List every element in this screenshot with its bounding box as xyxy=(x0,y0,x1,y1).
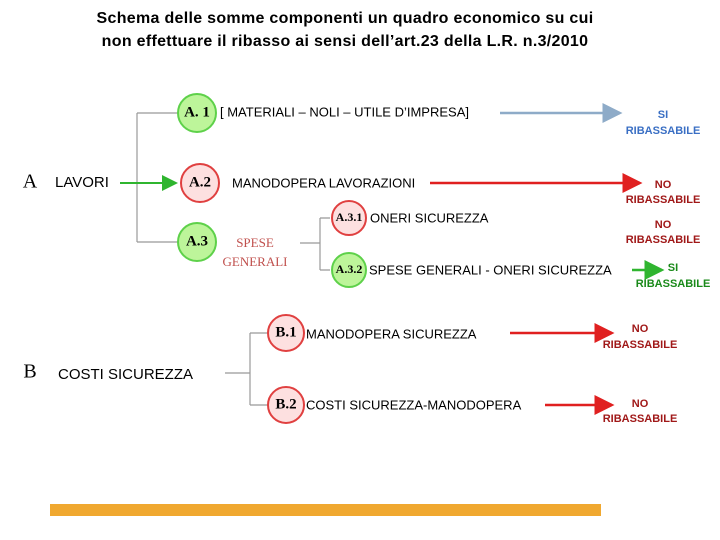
verdict: RIBASSABILE xyxy=(603,413,678,425)
group-label: LAVORI xyxy=(55,174,109,191)
node-circle xyxy=(331,252,367,288)
group-letter: A xyxy=(23,171,38,193)
verdict: NO xyxy=(655,219,672,231)
verdict: RIBASSABILE xyxy=(626,234,701,246)
node-label: ONERI SICUREZZA xyxy=(370,210,489,225)
verdict: RIBASSABILE xyxy=(626,194,701,206)
verdict: RIBASSABILE xyxy=(603,339,678,351)
node-label: SPESE GENERALI - ONERI SICUREZZA xyxy=(369,262,612,277)
verdict: NO xyxy=(655,179,672,191)
title: Schema delle somme componenti un quadro … xyxy=(97,10,594,27)
title: non effettuare il ribasso ai sensi dell’… xyxy=(102,33,589,50)
node-circle xyxy=(331,200,367,236)
node-label: MANODOPERA SICUREZZA xyxy=(306,326,477,341)
node-code: A.3 xyxy=(186,233,208,249)
node-label: COSTI SICUREZZA-MANODOPERA xyxy=(306,397,522,412)
verdict: RIBASSABILE xyxy=(636,278,711,290)
verdict: SI xyxy=(668,262,678,274)
node-circle xyxy=(177,93,217,133)
verdict: RIBASSABILE xyxy=(626,125,701,137)
node-code: A.3.1 xyxy=(336,210,363,224)
node-circle xyxy=(177,222,217,262)
group-letter: B xyxy=(23,361,36,383)
connector xyxy=(300,217,330,271)
node-code: A. 1 xyxy=(184,104,210,120)
node-code: A.2 xyxy=(189,174,211,190)
node-label: SPESE xyxy=(236,235,274,250)
connector xyxy=(225,332,268,406)
verdict: SI xyxy=(658,109,668,121)
node-circle xyxy=(180,163,220,203)
connector xyxy=(136,112,178,243)
node-code: A.3.2 xyxy=(336,262,363,276)
node-code: B.1 xyxy=(275,324,296,340)
node-label: [ MATERIALI – NOLI – UTILE D’IMPRESA] xyxy=(220,104,469,119)
node-circle xyxy=(267,386,305,424)
node-label: GENERALI xyxy=(223,254,288,269)
verdict: NO xyxy=(632,323,649,335)
group-label: COSTI SICUREZZA xyxy=(58,366,193,383)
node-label: MANODOPERA LAVORAZIONI xyxy=(232,175,415,190)
node-circle xyxy=(267,314,305,352)
footer-bar xyxy=(50,504,601,516)
verdict: NO xyxy=(632,398,649,410)
node-code: B.2 xyxy=(275,396,296,412)
